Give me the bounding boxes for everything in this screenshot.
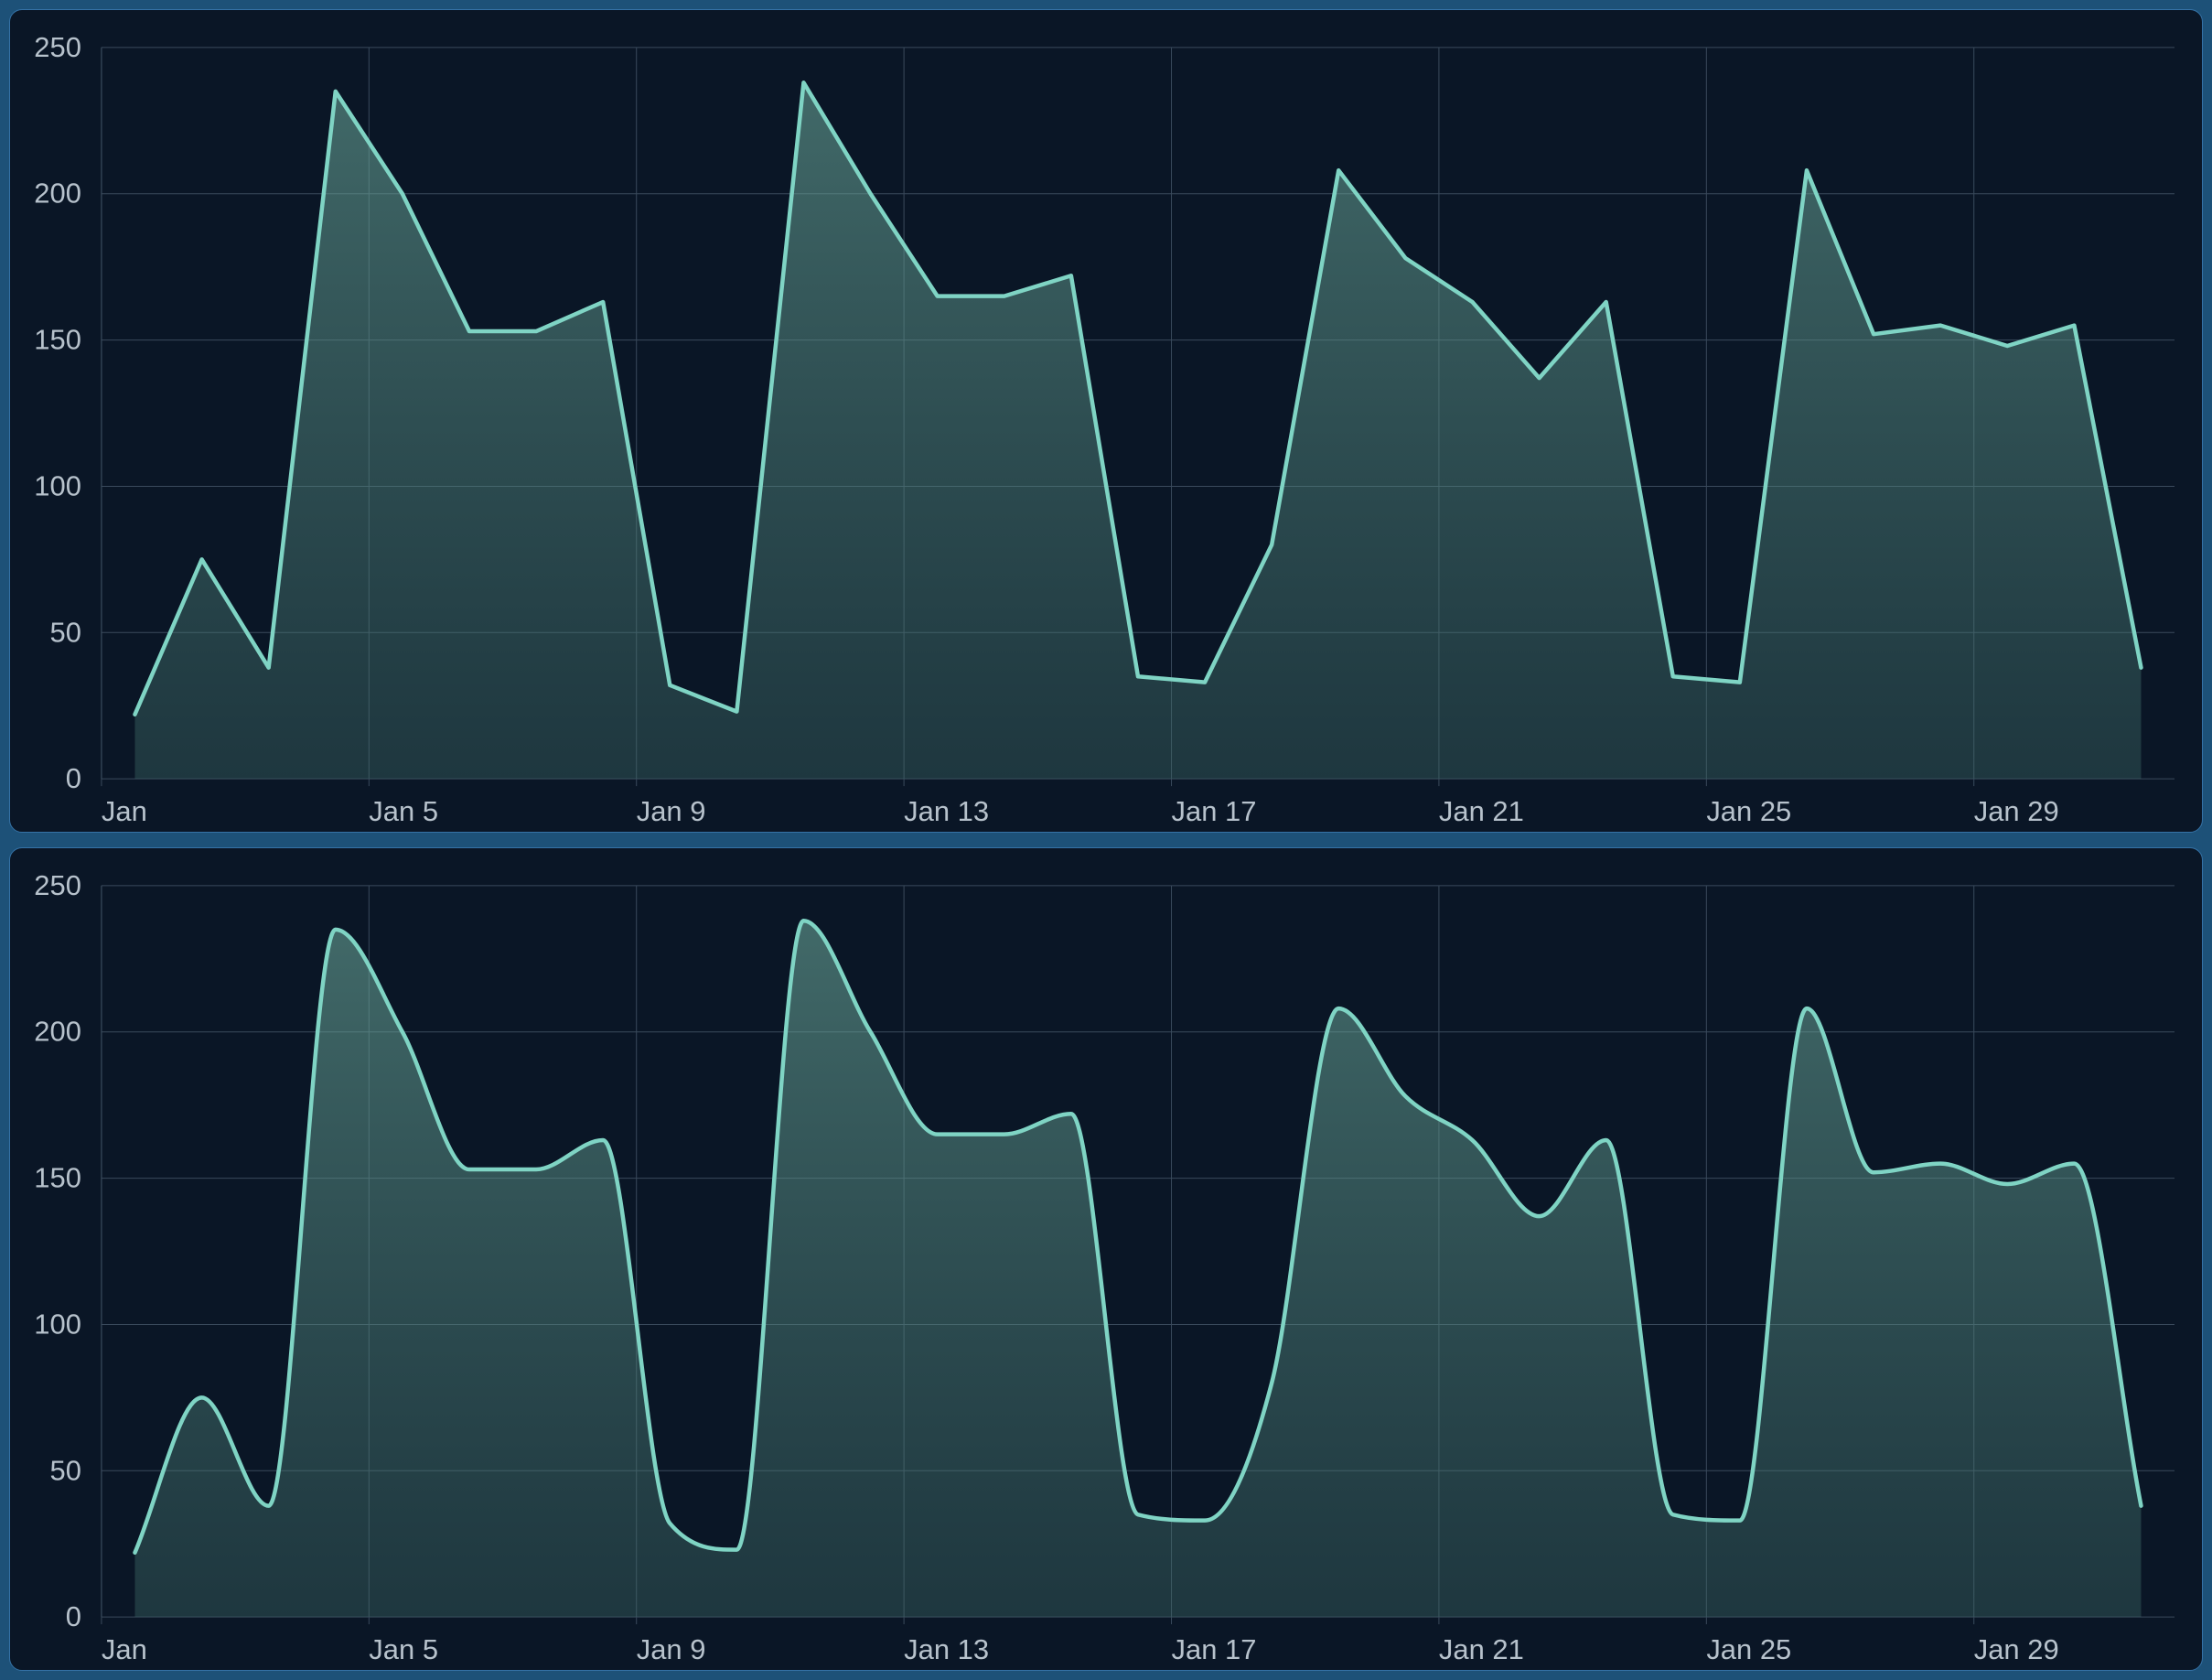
svg-text:Jan 5: Jan 5 xyxy=(369,795,438,827)
svg-text:Jan 29: Jan 29 xyxy=(1974,1633,2059,1665)
svg-text:Jan 17: Jan 17 xyxy=(1172,795,1257,827)
svg-text:50: 50 xyxy=(49,1454,81,1486)
svg-text:250: 250 xyxy=(34,31,81,63)
svg-text:250: 250 xyxy=(34,869,81,901)
svg-text:Jan 5: Jan 5 xyxy=(369,1633,438,1665)
svg-text:Jan: Jan xyxy=(102,795,147,827)
svg-text:Jan 21: Jan 21 xyxy=(1439,1633,1524,1665)
svg-text:150: 150 xyxy=(34,1162,81,1194)
svg-text:150: 150 xyxy=(34,324,81,356)
svg-text:50: 50 xyxy=(49,616,81,648)
svg-text:Jan 9: Jan 9 xyxy=(637,1633,706,1665)
svg-text:Jan 13: Jan 13 xyxy=(904,1633,989,1665)
svg-text:Jan 25: Jan 25 xyxy=(1706,795,1791,827)
svg-text:Jan 13: Jan 13 xyxy=(904,795,989,827)
svg-text:Jan: Jan xyxy=(102,1633,147,1665)
svg-text:Jan 25: Jan 25 xyxy=(1706,1633,1791,1665)
svg-text:Jan 9: Jan 9 xyxy=(637,795,706,827)
svg-text:Jan 29: Jan 29 xyxy=(1974,795,2059,827)
svg-text:200: 200 xyxy=(34,178,81,210)
svg-text:100: 100 xyxy=(34,469,81,501)
svg-text:200: 200 xyxy=(34,1016,81,1048)
svg-text:0: 0 xyxy=(66,762,81,794)
svg-text:0: 0 xyxy=(66,1600,81,1632)
svg-text:Jan 21: Jan 21 xyxy=(1439,795,1524,827)
svg-text:100: 100 xyxy=(34,1308,81,1340)
svg-text:Jan 17: Jan 17 xyxy=(1172,1633,1257,1665)
